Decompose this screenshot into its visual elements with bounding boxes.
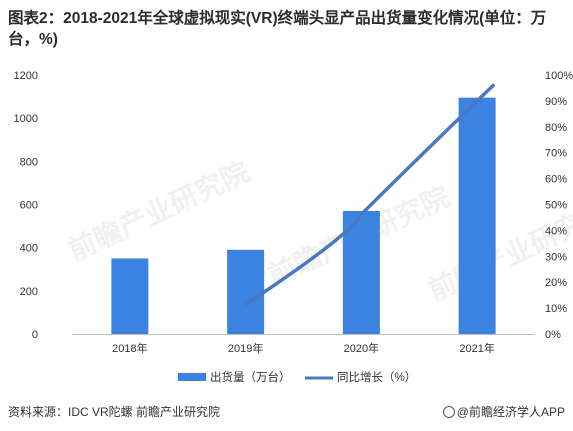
bar <box>342 210 380 334</box>
x-tick-label: 2020年 <box>344 341 379 355</box>
y-right-tick-label: 90% <box>545 96 567 108</box>
growth-line <box>243 83 495 307</box>
chart-title: 图表2：2018-2021年全球虚拟现实(VR)终端头显产品出货量变化情况(单位… <box>8 10 547 48</box>
y-right-tick-label: 70% <box>545 148 567 160</box>
y-right-tick-label: 80% <box>545 122 567 134</box>
y-right-tick-label: 30% <box>545 251 567 263</box>
y-right-tick-label: 100% <box>545 70 573 82</box>
legend-label-bar: 出货量（万台） <box>210 370 291 384</box>
brand-credit: @前瞻经济学人APP <box>442 403 565 420</box>
legend-swatch-bar <box>178 373 206 381</box>
legend-label-line: 同比增长（%） <box>337 370 416 384</box>
bar <box>111 258 149 334</box>
bar <box>227 249 265 334</box>
y-left-tick-label: 400 <box>20 243 38 255</box>
y-right-tick-label: 20% <box>545 277 567 289</box>
y-left-tick-label: 1000 <box>14 113 38 125</box>
x-tick-label: 2019年 <box>228 341 263 355</box>
x-tick-label: 2021年 <box>459 341 494 355</box>
source-note: 资料来源：IDC VR陀螺 前瞻产业研究院 <box>8 405 221 419</box>
y-right-tick-label: 40% <box>545 225 567 237</box>
y-left-tick-label: 800 <box>20 156 38 168</box>
x-tick-label: 2018年 <box>112 341 147 355</box>
y-right-tick-label: 60% <box>545 174 567 186</box>
y-right-tick-label: 10% <box>545 303 567 315</box>
bar <box>458 97 496 334</box>
y-left-tick-label: 1200 <box>14 70 38 82</box>
y-right-tick-label: 0% <box>545 329 561 341</box>
y-left-tick-label: 0 <box>32 329 38 341</box>
brand-icon <box>442 406 455 418</box>
brand-text: @前瞻经济学人APP <box>456 405 565 419</box>
y-left-tick-label: 200 <box>20 286 38 298</box>
y-left-tick-label: 600 <box>20 200 38 212</box>
y-right-tick-label: 50% <box>545 200 567 212</box>
